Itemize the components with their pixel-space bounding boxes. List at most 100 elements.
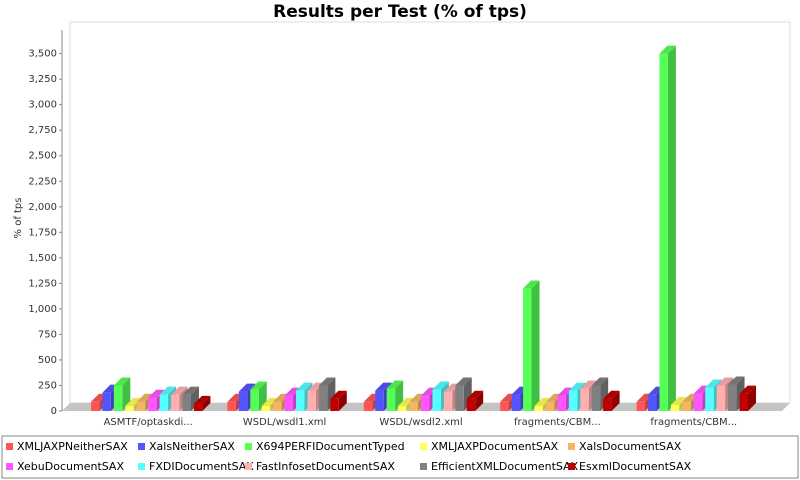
- bar: [125, 405, 134, 411]
- bar: [511, 394, 521, 411]
- bar-side: [611, 390, 620, 411]
- bar: [227, 401, 236, 411]
- bar-top: [148, 389, 165, 398]
- bar: [159, 394, 169, 411]
- bar-top: [182, 386, 199, 395]
- bar: [238, 391, 248, 411]
- bar: [330, 398, 339, 411]
- bar: [193, 403, 203, 411]
- bar-side: [338, 390, 347, 411]
- y-tick-label: 1,000: [28, 304, 57, 315]
- bar: [670, 404, 680, 411]
- legend-label: XebuDocumentSAX: [17, 460, 124, 473]
- bar: [568, 390, 578, 411]
- bar: [591, 385, 601, 411]
- chart-title: Results per Test (% of tps): [273, 2, 527, 22]
- bar: [182, 394, 191, 411]
- x-tick-label: fragments/CBM...: [514, 417, 601, 428]
- legend-label: XMLJAXPNeitherSAX: [17, 440, 128, 453]
- bar-top: [580, 380, 597, 389]
- y-tick-label: 2,000: [28, 202, 57, 213]
- bar: [728, 384, 737, 411]
- legend: [1, 435, 799, 479]
- bar: [307, 390, 316, 411]
- bar: [171, 394, 180, 411]
- bar: [682, 401, 691, 411]
- bar: [534, 405, 543, 411]
- legend-swatch: [138, 463, 145, 470]
- legend-label: EsxmlDocumentSAX: [579, 460, 692, 473]
- bar-top: [716, 377, 734, 386]
- bar: [136, 401, 146, 411]
- legend-swatch: [138, 443, 145, 450]
- bar: [273, 401, 282, 411]
- bar-top: [307, 382, 324, 391]
- legend-swatch: [420, 443, 427, 450]
- bar: [580, 388, 589, 411]
- bar: [250, 389, 259, 411]
- bar-top: [386, 380, 404, 389]
- bar-top: [125, 397, 142, 406]
- bar-top: [523, 280, 540, 289]
- y-tick-label: 500: [38, 355, 57, 366]
- bar-top: [603, 390, 620, 399]
- bar-top: [466, 390, 484, 399]
- y-tick-label: 750: [38, 329, 57, 340]
- y-tick-label: 2,500: [28, 151, 57, 162]
- bar-top: [318, 377, 336, 386]
- legend-swatch: [568, 463, 575, 470]
- y-tick-label: 1,750: [28, 227, 57, 238]
- y-tick-label: 1,250: [28, 278, 57, 289]
- legend-swatch: [420, 463, 427, 470]
- bar-top: [557, 387, 574, 396]
- bar: [557, 395, 566, 411]
- bar: [148, 397, 157, 411]
- y-tick-label: 3,000: [28, 100, 57, 111]
- legend-label: XalsDocumentSAX: [579, 440, 682, 453]
- legend-label: X694PERFIDocumentTyped: [256, 440, 405, 453]
- y-tick-label: 250: [38, 380, 57, 391]
- x-tick-label: WSDL/wsdl2.xml: [379, 417, 462, 428]
- bar: [455, 385, 464, 411]
- y-tick-label: 3,500: [28, 49, 57, 60]
- legend-label: XalsNeitherSAX: [149, 440, 235, 453]
- back-wall: [69, 21, 791, 404]
- legend-label: XMLJAXPDocumentSAX: [431, 440, 559, 453]
- bar-top: [261, 397, 279, 406]
- bar: [466, 398, 476, 411]
- legend-swatch: [6, 463, 13, 470]
- bar-top: [250, 381, 267, 390]
- bar-side: [748, 385, 756, 411]
- y-tick-label: 2,250: [28, 176, 57, 187]
- bar-top: [659, 45, 676, 54]
- bar: [648, 394, 657, 411]
- bar-top: [136, 393, 154, 402]
- bar: [523, 288, 532, 411]
- legend-swatch: [6, 443, 13, 450]
- bar: [603, 398, 612, 411]
- bar: [284, 395, 294, 411]
- bar-top: [238, 383, 256, 392]
- bar: [659, 53, 668, 411]
- bar: [432, 389, 441, 411]
- bar-top: [375, 382, 392, 391]
- bar: [386, 388, 396, 411]
- y-tick-label: 3,250: [28, 74, 57, 85]
- bar-side: [531, 280, 540, 411]
- bar-top: [398, 397, 415, 406]
- legend-swatch: [245, 463, 252, 470]
- x-tick-label: ASMTF/optaskdi...: [104, 417, 193, 428]
- bar: [500, 401, 509, 411]
- bar: [739, 393, 748, 411]
- bar: [421, 395, 430, 411]
- bar-top: [296, 382, 313, 391]
- bar-top: [284, 387, 302, 396]
- bar-top: [534, 397, 551, 406]
- bar-top: [432, 381, 449, 390]
- y-axis-label: % of tps: [13, 198, 24, 239]
- bar: [636, 401, 646, 411]
- bar: [716, 385, 726, 411]
- bar-top: [670, 396, 688, 405]
- x-tick-label: WSDL/wsdl1.xml: [243, 417, 326, 428]
